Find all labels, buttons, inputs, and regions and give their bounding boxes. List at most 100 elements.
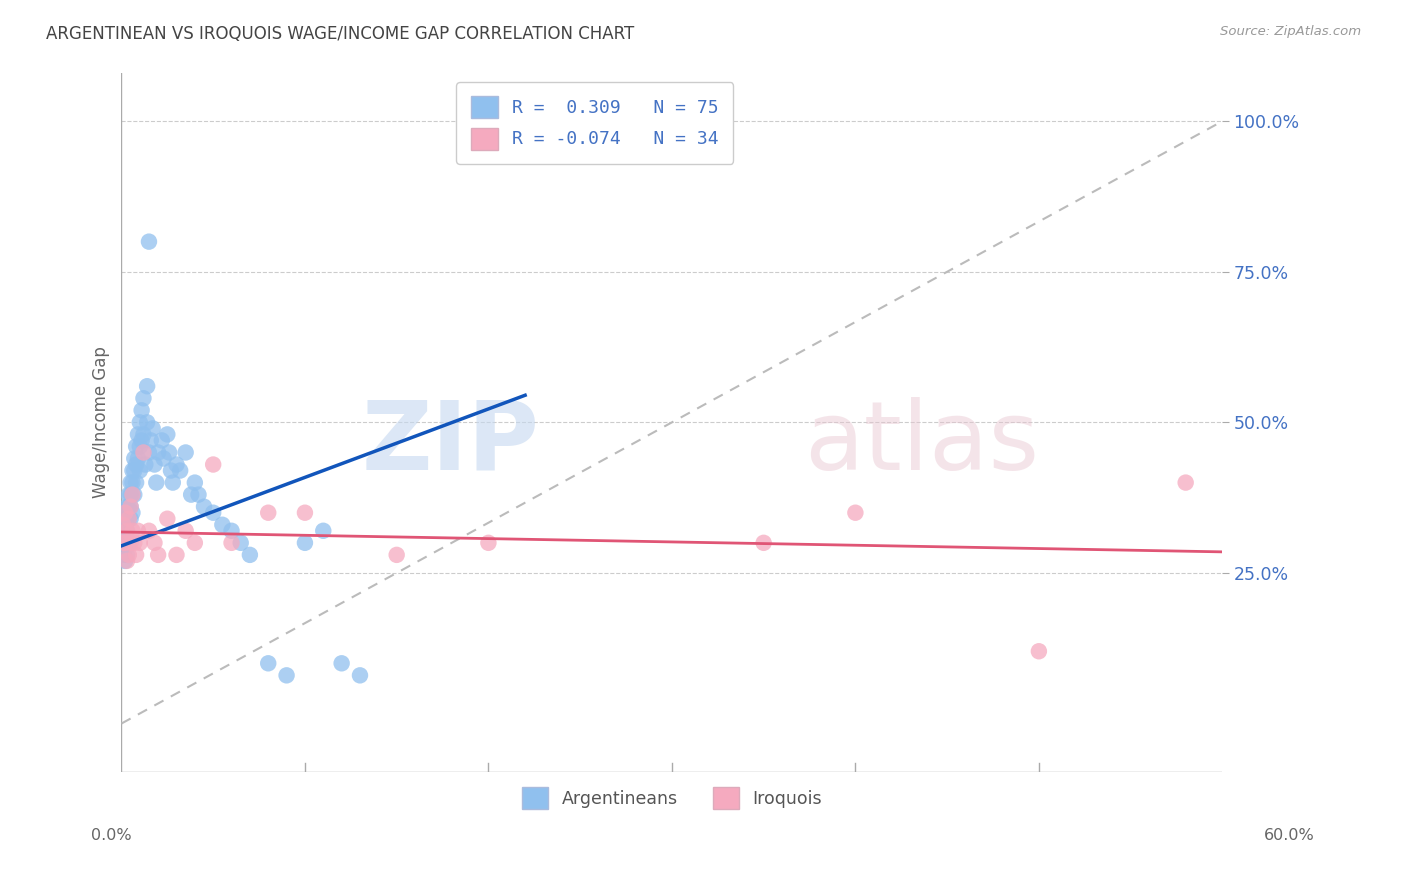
Point — [112, 536, 135, 550]
Point — [184, 536, 207, 550]
Point — [166, 458, 188, 472]
Point — [121, 488, 143, 502]
Point — [114, 536, 136, 550]
Point — [229, 536, 252, 550]
Point — [114, 541, 136, 556]
Point — [136, 379, 159, 393]
Point — [120, 488, 142, 502]
Point — [127, 427, 149, 442]
Point — [162, 475, 184, 490]
Text: ZIP: ZIP — [361, 397, 540, 490]
Point — [127, 524, 149, 538]
Point — [118, 548, 141, 562]
Point — [120, 500, 142, 514]
Point — [124, 451, 146, 466]
Point — [349, 668, 371, 682]
Point — [477, 536, 499, 550]
Text: 0.0%: 0.0% — [91, 828, 132, 843]
Point — [150, 434, 173, 448]
Point — [132, 427, 155, 442]
Point — [115, 524, 138, 538]
Point — [187, 488, 209, 502]
Point — [112, 548, 135, 562]
Legend: Argentineans, Iroquois: Argentineans, Iroquois — [515, 780, 830, 815]
Text: 60.0%: 60.0% — [1264, 828, 1315, 843]
Point — [146, 445, 169, 459]
Point — [115, 500, 138, 514]
Point — [128, 536, 150, 550]
Point — [211, 517, 233, 532]
Point — [118, 512, 141, 526]
Point — [121, 506, 143, 520]
Point — [294, 536, 316, 550]
Point — [128, 415, 150, 429]
Point — [257, 657, 280, 671]
Point — [184, 475, 207, 490]
Point — [121, 464, 143, 478]
Point — [124, 536, 146, 550]
Point — [134, 458, 156, 472]
Point — [146, 548, 169, 562]
Point — [157, 445, 180, 459]
Point — [160, 464, 183, 478]
Y-axis label: Wage/Income Gap: Wage/Income Gap — [93, 346, 110, 499]
Point — [156, 512, 179, 526]
Point — [112, 536, 135, 550]
Point — [166, 548, 188, 562]
Point — [118, 512, 141, 526]
Point — [125, 475, 148, 490]
Point — [1028, 644, 1050, 658]
Point — [156, 427, 179, 442]
Point — [114, 506, 136, 520]
Point — [112, 517, 135, 532]
Point — [221, 536, 243, 550]
Point — [114, 554, 136, 568]
Point — [118, 536, 141, 550]
Text: atlas: atlas — [804, 397, 1039, 490]
Point — [128, 464, 150, 478]
Point — [118, 500, 141, 514]
Point — [752, 536, 775, 550]
Point — [138, 235, 160, 249]
Point — [174, 445, 197, 459]
Point — [174, 524, 197, 538]
Point — [142, 421, 165, 435]
Point — [125, 548, 148, 562]
Point — [138, 445, 160, 459]
Point — [115, 524, 138, 538]
Point — [193, 500, 215, 514]
Point — [152, 451, 174, 466]
Point — [276, 668, 298, 682]
Point — [136, 415, 159, 429]
Point — [131, 403, 153, 417]
Point — [145, 475, 167, 490]
Point — [132, 391, 155, 405]
Point — [125, 458, 148, 472]
Point — [118, 488, 141, 502]
Point — [115, 548, 138, 562]
Point — [143, 536, 166, 550]
Point — [124, 464, 146, 478]
Point — [120, 475, 142, 490]
Point — [202, 458, 225, 472]
Point — [1174, 475, 1197, 490]
Point — [202, 506, 225, 520]
Point — [115, 554, 138, 568]
Point — [120, 500, 142, 514]
Point — [844, 506, 866, 520]
Point — [114, 517, 136, 532]
Point — [139, 434, 162, 448]
Point — [143, 458, 166, 472]
Point — [125, 440, 148, 454]
Point — [330, 657, 353, 671]
Text: ARGENTINEAN VS IROQUOIS WAGE/INCOME GAP CORRELATION CHART: ARGENTINEAN VS IROQUOIS WAGE/INCOME GAP … — [46, 25, 634, 43]
Point — [169, 464, 191, 478]
Point — [221, 524, 243, 538]
Point — [112, 524, 135, 538]
Point — [114, 530, 136, 544]
Point — [124, 488, 146, 502]
Text: Source: ZipAtlas.com: Source: ZipAtlas.com — [1220, 25, 1361, 38]
Point — [121, 488, 143, 502]
Point — [385, 548, 408, 562]
Point — [115, 512, 138, 526]
